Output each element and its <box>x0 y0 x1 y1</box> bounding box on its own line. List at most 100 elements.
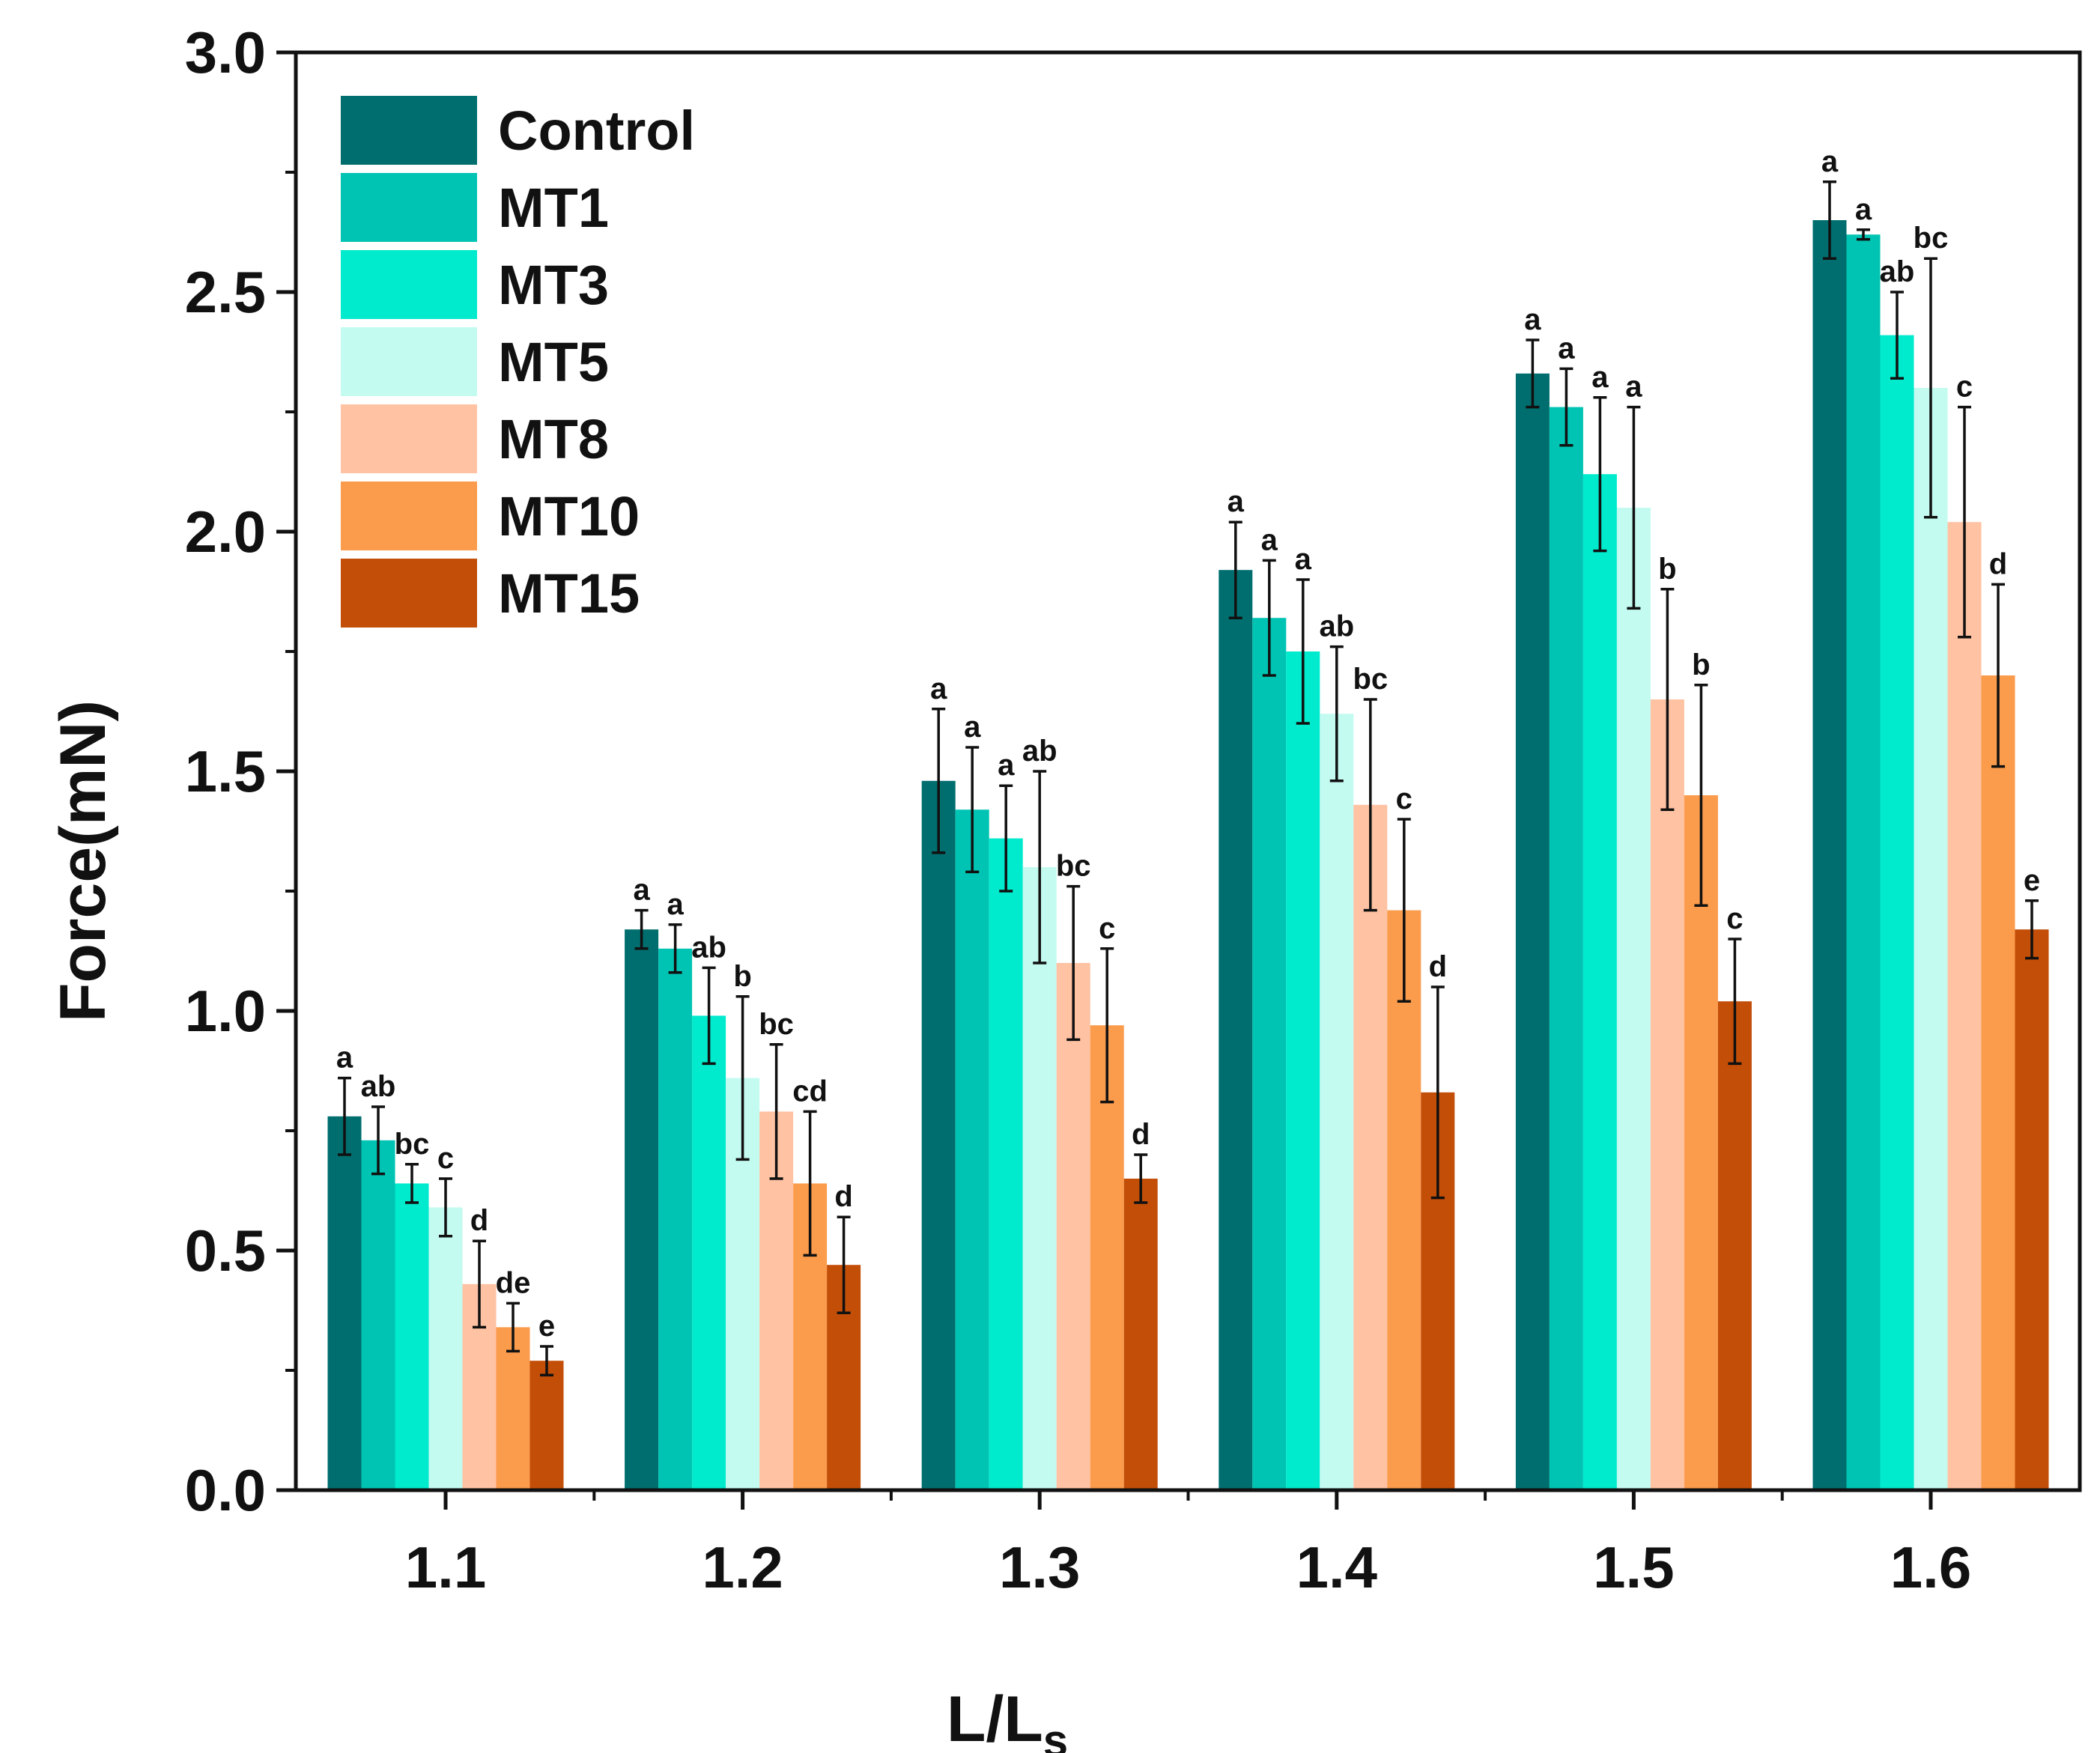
error-bar-mt1-1-2 <box>668 923 682 974</box>
sig-letter-mt1-1-5: a <box>1558 332 1575 365</box>
bar-mt3-1-2 <box>692 1015 726 1490</box>
y-tick-label-0-0: 0.0 <box>185 1457 266 1523</box>
bar-mt3-1-6 <box>1880 335 1914 1491</box>
bar-control-1-4 <box>1219 570 1253 1491</box>
sig-letter-mt8-1-3: bc <box>1056 850 1091 883</box>
error-bar-control-1-6 <box>1823 180 1836 260</box>
y-tick-label-0-5: 0.5 <box>185 1218 266 1283</box>
error-bar-mt10-1-6 <box>1991 583 2005 768</box>
bar-mt15-1-5 <box>1717 1001 1752 1490</box>
x-tick-label-1-5: 1.5 <box>1593 1534 1674 1600</box>
bar-mt1-1-4 <box>1252 618 1287 1491</box>
sig-letter-mt8-1-1: d <box>470 1204 488 1237</box>
legend-swatch-control <box>341 96 477 165</box>
legend-swatch-mt15 <box>341 559 477 628</box>
sig-letter-mt10-1-1: de <box>496 1266 531 1299</box>
sig-letter-mt3-1-2: ab <box>691 931 726 964</box>
legend: Control MT1 MT3 MT5 MT8 MT10 MT15 <box>341 96 695 628</box>
legend-swatch-mt8 <box>341 404 477 473</box>
y-axis-title: Force(mN) <box>47 700 119 1022</box>
sig-letter-mt5-1-4: ab <box>1319 610 1354 643</box>
sig-letter-mt8-1-2: bc <box>759 1008 794 1041</box>
error-bar-mt3-1-3 <box>999 784 1013 893</box>
legend-swatch-mt1 <box>341 173 477 242</box>
error-bar-mt5-1-5 <box>1627 405 1641 610</box>
legend-item-mt5: MT5 <box>341 327 609 396</box>
legend-item-mt8: MT8 <box>341 404 609 473</box>
sig-letter-control-1-2: a <box>633 874 650 907</box>
legend-label-control: Control <box>498 100 695 162</box>
x-tick-label-1-4: 1.4 <box>1296 1534 1377 1600</box>
sig-letter-mt3-1-1: bc <box>395 1128 430 1161</box>
error-bars <box>338 180 2039 1377</box>
bar-mt1-1-6 <box>1846 234 1881 1491</box>
bar-mt10-1-1 <box>496 1327 530 1490</box>
sig-letter-mt10-1-4: c <box>1396 783 1412 815</box>
sig-letter-mt15-1-4: d <box>1429 950 1447 983</box>
error-bar-mt15-1-5 <box>1728 938 1742 1066</box>
bar-mt15-1-1 <box>529 1361 564 1490</box>
bar-mt3-1-1 <box>395 1183 429 1490</box>
legend-swatch-mt3 <box>341 250 477 319</box>
sig-letter-control-1-6: a <box>1821 145 1839 178</box>
error-bar-mt10-1-2 <box>803 1110 817 1257</box>
legend-label-mt1: MT1 <box>498 177 609 239</box>
error-bar-mt3-1-5 <box>1593 396 1607 553</box>
sig-letter-mt1-1-2: a <box>667 888 684 921</box>
bar-mt3-1-3 <box>989 838 1023 1490</box>
x-tick-label-1-3: 1.3 <box>999 1534 1080 1600</box>
bar-control-1-3 <box>921 780 956 1490</box>
error-bar-mt8-1-4 <box>1363 698 1377 912</box>
sig-letter-mt5-1-3: ab <box>1022 735 1057 768</box>
sig-letter-mt8-1-4: bc <box>1353 663 1388 696</box>
sig-letter-mt8-1-6: c <box>1956 371 1973 404</box>
bar-mt10-1-5 <box>1684 795 1718 1490</box>
sig-letter-mt10-1-5: b <box>1692 648 1710 681</box>
error-bar-mt8-1-5 <box>1660 588 1675 811</box>
bar-mt5-1-5 <box>1616 508 1651 1490</box>
error-bar-mt3-1-1 <box>405 1163 419 1204</box>
error-bar-mt10-1-5 <box>1694 684 1708 907</box>
error-bar-mt1-1-1 <box>371 1105 385 1176</box>
sig-letter-mt5-1-2: b <box>733 960 751 993</box>
bar-mt15-1-3 <box>1123 1179 1158 1490</box>
bar-control-1-5 <box>1515 373 1550 1490</box>
error-bar-mt5-1-4 <box>1329 645 1344 783</box>
sig-letter-mt1-1-3: a <box>964 711 981 744</box>
error-bar-mt5-1-2 <box>735 995 750 1161</box>
bar-control-1-6 <box>1812 220 1847 1490</box>
sig-letter-mt3-1-5: a <box>1591 361 1609 394</box>
error-bar-control-1-3 <box>932 708 946 854</box>
bar-groups <box>327 220 2049 1491</box>
sig-letter-mt1-1-6: a <box>1855 193 1872 226</box>
legend-label-mt10: MT10 <box>498 485 640 547</box>
error-bar-mt15-1-6 <box>2025 899 2039 960</box>
sig-letter-mt1-1-4: a <box>1261 523 1278 556</box>
sig-letter-mt15-1-3: d <box>1132 1118 1150 1151</box>
sig-letter-mt3-1-4: a <box>1295 543 1312 576</box>
legend-item-control: Control <box>341 96 695 165</box>
error-bar-mt10-1-1 <box>506 1301 520 1353</box>
legend-swatch-mt5 <box>341 327 477 396</box>
bar-mt8-1-6 <box>1947 522 1982 1491</box>
legend-label-mt5: MT5 <box>498 331 609 393</box>
bar-mt5-1-4 <box>1320 714 1354 1491</box>
error-bar-control-1-5 <box>1526 338 1540 409</box>
y-tick-label-1-5: 1.5 <box>185 738 266 804</box>
bar-mt1-1-5 <box>1549 407 1583 1490</box>
error-bar-mt3-1-6 <box>1890 291 1904 380</box>
sig-letter-mt15-1-6: e <box>2024 864 2040 897</box>
sig-letter-mt5-1-1: c <box>437 1142 454 1175</box>
bar-mt5-1-3 <box>1022 867 1057 1490</box>
error-bar-control-1-2 <box>634 908 649 950</box>
bar-control-1-2 <box>625 929 659 1490</box>
legend-label-mt8: MT8 <box>498 408 609 470</box>
bar-mt8-1-3 <box>1056 963 1090 1490</box>
legend-item-mt3: MT3 <box>341 250 609 319</box>
bar-mt5-1-6 <box>1914 388 1948 1490</box>
bar-mt1-1-2 <box>658 948 693 1490</box>
bar-mt15-1-6 <box>2015 929 2049 1490</box>
error-bar-mt1-1-6 <box>1857 228 1870 241</box>
error-bar-mt8-1-6 <box>1958 405 1971 639</box>
